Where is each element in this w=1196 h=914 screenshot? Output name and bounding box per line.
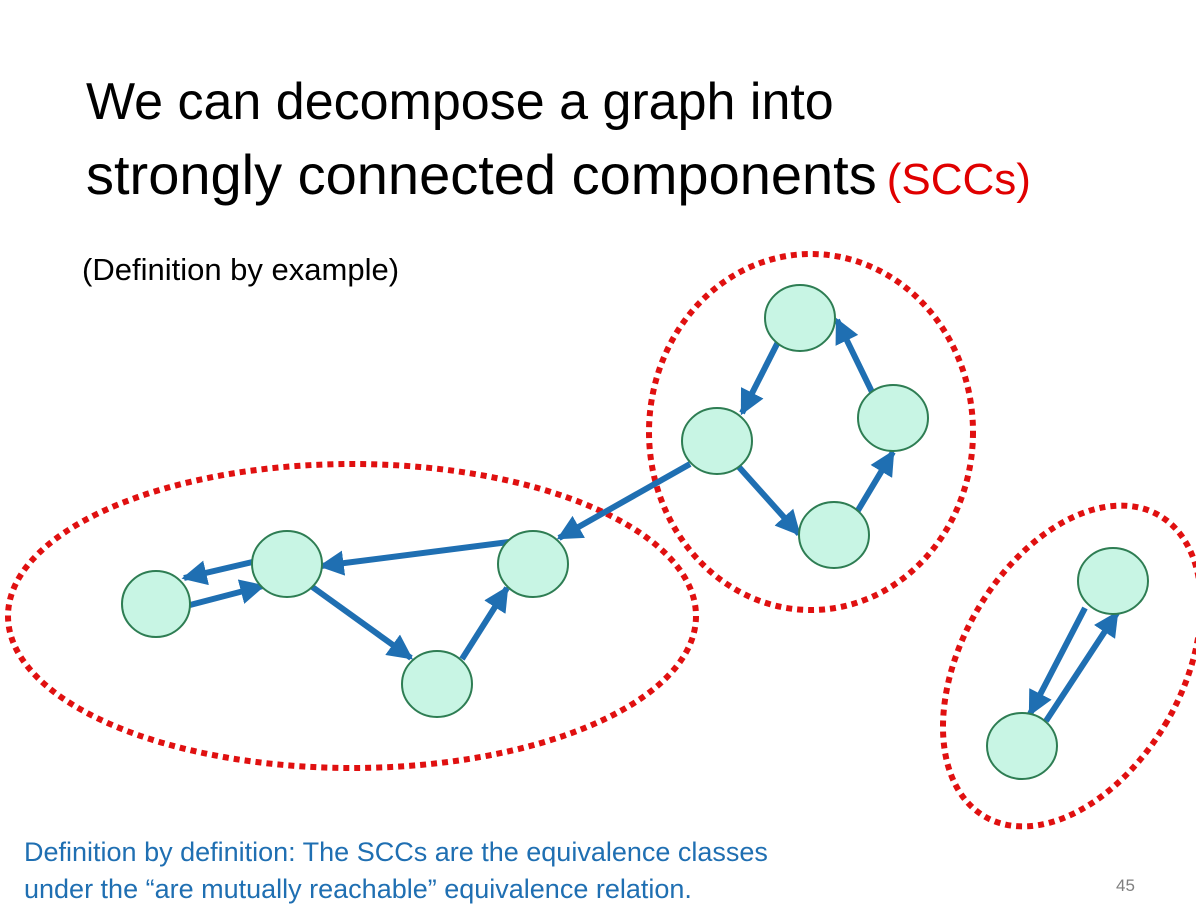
graph-node (1077, 547, 1149, 615)
component-outline-left (5, 461, 699, 771)
edge (309, 583, 414, 661)
edge (181, 557, 262, 586)
slide-subtitle: (Definition by example) (82, 252, 400, 287)
component-outline-bottom-right (939, 502, 1196, 830)
graph-node (401, 650, 473, 718)
edge (1027, 606, 1088, 717)
edge (318, 539, 510, 576)
graph-node (798, 501, 870, 569)
edge (854, 449, 896, 514)
graph-node (251, 530, 323, 598)
graph-node (857, 384, 929, 452)
graph-node (121, 570, 191, 638)
edge (556, 461, 692, 541)
graph-node (681, 407, 753, 475)
graph-node (764, 284, 836, 352)
slide-title-line1: We can decompose a graph into (86, 73, 834, 131)
edge (735, 463, 802, 537)
edge (189, 579, 266, 608)
slide-title-line2: strongly connected components (SCCs) (86, 142, 1031, 213)
page-number: 45 (1116, 876, 1135, 895)
edge (739, 340, 781, 416)
graph-node (497, 530, 569, 598)
slide-title-main: strongly connected components (86, 143, 877, 206)
definition-line1: Definition by definition: The SCCs are t… (24, 837, 768, 867)
definition-text: Definition by definition: The SCCs are t… (24, 834, 768, 908)
edge (459, 585, 510, 661)
edge (1043, 610, 1120, 723)
definition-line2: under the “are mutually reachable” equiv… (24, 874, 692, 904)
slide-title-accent: (SCCs) (886, 155, 1031, 204)
graph-node (986, 712, 1058, 780)
component-outline-top-right (646, 251, 976, 613)
edge (834, 317, 875, 394)
